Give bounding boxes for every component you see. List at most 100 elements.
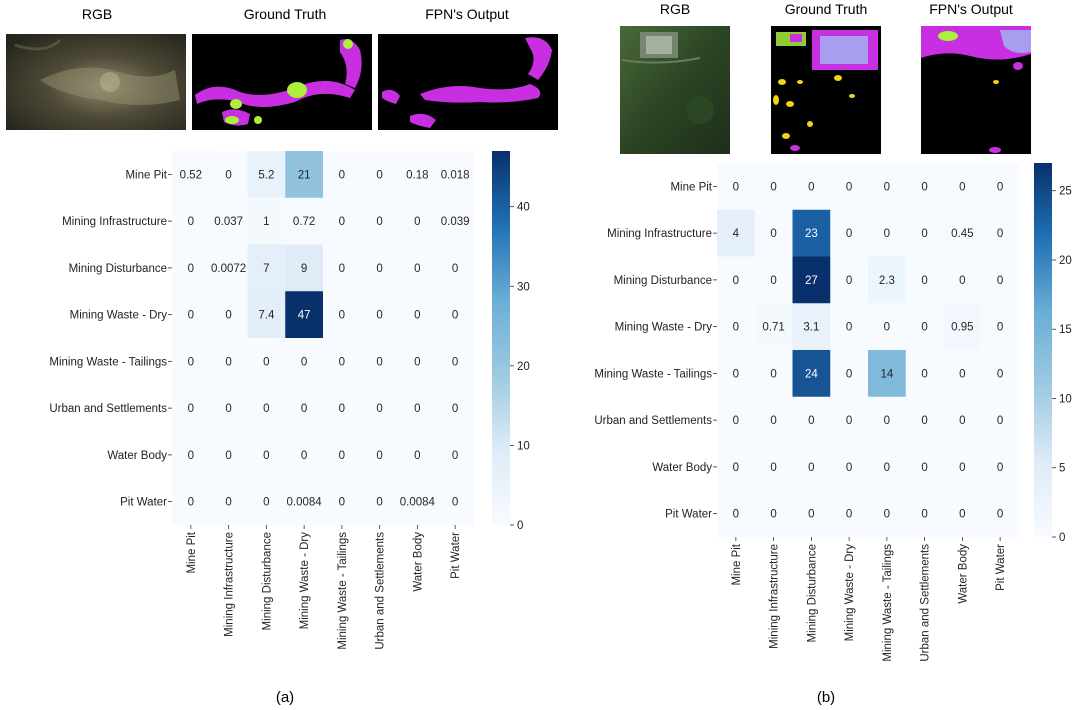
heatmap-a-cell-label: 0: [225, 310, 231, 322]
heatmap-b-cell: [868, 163, 907, 211]
heatmap-b-cell-label: 0: [884, 181, 890, 193]
heatmap-b-cell: [754, 256, 793, 304]
heatmap-a-col-label: Water Body: [412, 532, 424, 592]
heatmap-a-cell: [285, 151, 324, 199]
heatmap-a-colorbar-tick-label: 10: [517, 440, 530, 452]
heatmap-a-cell: [285, 197, 324, 245]
heatmap-a-cell-label: 47: [298, 310, 311, 322]
heatmap-a-cell-label: 0: [452, 263, 458, 275]
heatmap-b-cell-label: 0: [884, 322, 890, 334]
heatmap-b-cell-label: 0: [770, 275, 776, 287]
heatmap-b-cell-label: 0: [846, 322, 852, 334]
heatmap-b-cell-label: 0: [733, 275, 739, 287]
panel-b-ground-truth-image: [771, 26, 881, 154]
heatmap-a-row-label: Urban and Settlements: [49, 403, 167, 415]
heatmap-a-row-label: Water Body: [107, 450, 167, 462]
heatmap-a-cell: [285, 291, 324, 339]
heatmap-a-cell-label: 0: [263, 356, 269, 368]
heatmap-a-cell: [285, 384, 324, 432]
heatmap-a-cell-label: 0: [414, 216, 420, 228]
heatmap-b-cell-label: 0: [808, 462, 814, 474]
heatmap-a-cell-label: 0: [452, 450, 458, 462]
heatmap-b-cell: [830, 209, 869, 257]
heatmap-b-cell-label: 27: [805, 275, 818, 287]
heatmap-b-col-label: Pit Water: [995, 544, 1007, 591]
heatmap-a-cell-label: 5.2: [258, 169, 274, 181]
heatmap-b-cell: [792, 256, 831, 304]
heatmap-a-cell: [209, 291, 248, 339]
heatmap-a-cell: [323, 338, 362, 386]
heatmap-a-cell-label: 0: [376, 450, 382, 462]
heatmap-a-cell: [398, 338, 437, 386]
heatmap-a-cell: [247, 151, 286, 199]
heatmap-b-cell: [830, 256, 869, 304]
heatmap-a-cell-label: 21: [298, 169, 311, 181]
heatmap-b-cell: [905, 490, 944, 538]
heatmap-a-cell-label: 0.018: [441, 169, 470, 181]
heatmap-a-cell-label: 9: [301, 263, 307, 275]
heatmap-b-col-label: Mining Waste - Dry: [844, 544, 856, 642]
panel-a-ground-truth-title: Ground Truth: [244, 6, 327, 22]
heatmap-b-cell-label: 0: [997, 415, 1003, 427]
heatmap-a-colorbar-tick-label: 0: [517, 520, 523, 532]
heatmap-a-colorbar-tick-label: 30: [517, 281, 530, 293]
heatmap-a-cell: [360, 384, 399, 432]
heatmap-a-cell: [436, 244, 475, 292]
heatmap-b-row-label: Pit Water: [665, 509, 712, 521]
panel-b-fpn-output-image: [921, 26, 1031, 154]
heatmap-b-cell-label: 0.71: [762, 322, 784, 334]
heatmap-a-cell-label: 0: [188, 216, 194, 228]
heatmap-a-cell-label: 0: [339, 169, 345, 181]
heatmap-a-cell: [323, 291, 362, 339]
heatmap-b-cell: [943, 396, 982, 444]
heatmap-a-row-label: Mine Pit: [125, 169, 167, 181]
heatmap-b-cell-label: 0: [770, 228, 776, 240]
heatmap-b-cell: [981, 350, 1020, 398]
heatmap-a-cell-label: 0: [339, 450, 345, 462]
panel-b-rgb-title: RGB: [660, 1, 690, 17]
heatmap-b-col-label: Mining Disturbance: [806, 544, 818, 642]
panel-a-heatmap: 0.52 0 5.2 21 0 0 0.18 0.018 0 0.037 1 0.72 0 0 0 0.039…: [49, 151, 530, 650]
heatmap-a-cell: [247, 291, 286, 339]
panel-a-fpn-output-title: FPN's Output: [425, 6, 509, 22]
heatmap-a-cell-label: 0.037: [214, 216, 243, 228]
heatmap-a-colorbar-tick-label: 20: [517, 361, 530, 373]
heatmap-b-cell-label: 0: [997, 509, 1003, 521]
heatmap-b-cell: [792, 163, 831, 211]
heatmap-b-cell-label: 0: [808, 415, 814, 427]
heatmap-a-cell: [209, 338, 248, 386]
heatmap-b-cell-label: 0: [733, 415, 739, 427]
heatmap-b-cell-label: 0: [770, 368, 776, 380]
heatmap-b-cell-label: 2.3: [879, 275, 895, 287]
heatmap-b-cell-label: 0: [997, 181, 1003, 193]
heatmap-a-cell-label: 1: [263, 216, 269, 228]
heatmap-a-cell: [172, 478, 211, 526]
heatmap-b-cell: [754, 490, 793, 538]
heatmap-b-cell: [905, 303, 944, 351]
heatmap-b-cell-label: 0: [846, 181, 852, 193]
panel-a-ground-truth-image: [192, 34, 372, 130]
heatmap-b-cell: [830, 396, 869, 444]
heatmap-a-cell: [247, 431, 286, 479]
heatmap-b-cell: [943, 256, 982, 304]
heatmap-a-cell: [360, 244, 399, 292]
heatmap-b-cell: [943, 163, 982, 211]
heatmap-a-cell-label: 0: [452, 403, 458, 415]
heatmap-b-cell: [981, 443, 1020, 491]
panel-a-rgb-title: RGB: [82, 6, 112, 22]
heatmap-a-cell-label: 0: [188, 403, 194, 415]
heatmap-a-row-label: Pit Water: [120, 497, 167, 509]
heatmap-b-cell: [981, 396, 1020, 444]
heatmap-b-cell-label: 0: [959, 275, 965, 287]
heatmap-b-cell-label: 0: [846, 368, 852, 380]
heatmap-b-cell: [792, 350, 831, 398]
heatmap-a-cell: [360, 151, 399, 199]
heatmap-b-cell-label: 0: [997, 462, 1003, 474]
panel-a-fpn-output-image: [378, 34, 558, 130]
heatmap-b-cell: [905, 163, 944, 211]
heatmap-b-cell: [754, 163, 793, 211]
heatmap-b-cell-label: 24: [805, 368, 818, 380]
heatmap-a-cell: [436, 197, 475, 245]
heatmap-a-cell-label: 0.0084: [287, 497, 323, 509]
heatmap-b-cell: [754, 443, 793, 491]
